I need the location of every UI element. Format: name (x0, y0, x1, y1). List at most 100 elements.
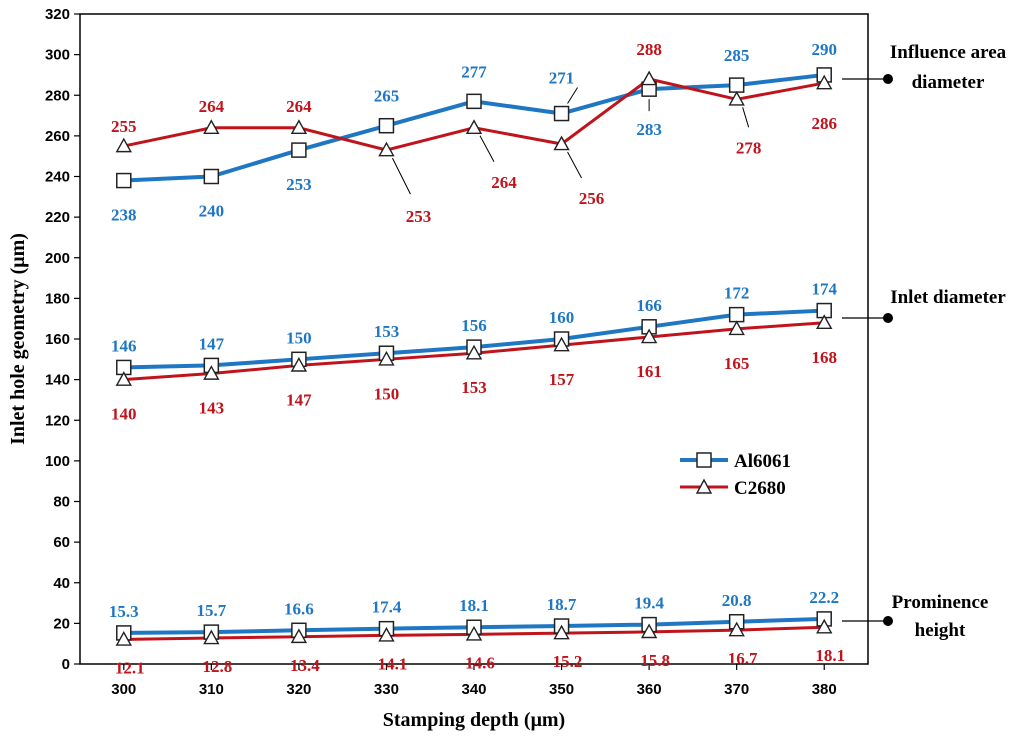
label-leader-lines (391, 87, 750, 195)
c2680-triangle-marker (115, 630, 132, 646)
data-label: 15.2 (553, 652, 583, 671)
data-label: 13.4 (290, 656, 320, 675)
group-labels: Influence area diameter Inlet diameter Prom… (842, 42, 1007, 641)
label-leader-line (742, 107, 750, 128)
x-tick-label: 340 (461, 681, 486, 698)
data-label: 160 (549, 308, 575, 327)
data-label: 16.7 (728, 649, 758, 668)
al6061-square-marker (116, 172, 132, 189)
y-tick-label: 20 (53, 615, 70, 632)
data-label: 240 (199, 202, 225, 221)
x-tick-label: 300 (111, 681, 136, 698)
data-label: 143 (199, 399, 225, 418)
c2680-triangle-marker (115, 137, 132, 153)
y-tick-label: 240 (45, 169, 70, 186)
c2680-triangle-marker (728, 90, 745, 106)
y-tick-label: 60 (53, 534, 70, 551)
x-tick-label: 370 (724, 681, 749, 698)
c2680-triangle-marker (728, 320, 745, 336)
group-label: Prominence (892, 592, 989, 613)
c2680-triangle-marker (728, 621, 745, 637)
data-label: 277 (461, 62, 487, 81)
data-label: 166 (636, 296, 662, 315)
y-tick-label: 160 (45, 331, 70, 348)
data-label: 17.4 (372, 598, 402, 617)
group-connector-dot (883, 74, 893, 84)
data-label: 288 (636, 40, 662, 59)
y-tick-label: 120 (45, 412, 70, 429)
group-connector-dot (883, 616, 893, 626)
c2680-triangle-marker (640, 328, 658, 344)
al6061-square-marker (203, 168, 220, 185)
y-tick-label: 220 (45, 209, 70, 226)
c2680-triangle-marker (203, 365, 220, 380)
y-tick-label: 80 (53, 494, 70, 511)
data-label: 238 (111, 206, 137, 225)
c2680-triangle-marker (290, 628, 308, 644)
data-label: 156 (461, 316, 487, 335)
c2680-triangle-marker (640, 70, 658, 86)
data-label: 22.2 (809, 588, 839, 607)
data-label: 265 (374, 87, 400, 106)
data-label: 264 (199, 97, 225, 116)
y-axis-title: Inlet hole geometry (μm) (7, 233, 29, 445)
data-label: 20.8 (722, 591, 752, 610)
c2680-triangle-marker (378, 626, 395, 642)
y-tick-label: 100 (45, 453, 70, 470)
c2680-triangle-marker (465, 344, 483, 360)
c2680-triangle-marker (553, 336, 570, 352)
label-leader-line (479, 135, 495, 162)
data-label: 12.1 (115, 658, 145, 677)
c2680-triangle-marker (465, 119, 483, 135)
y-tick-label: 180 (45, 290, 70, 307)
group-label: diameter (912, 72, 985, 93)
series-markers (115, 67, 833, 646)
group-label: height (915, 620, 966, 641)
y-tick-label: 200 (45, 250, 70, 267)
data-label: 18.1 (459, 596, 489, 615)
data-label: 147 (286, 390, 312, 409)
data-label: 255 (111, 117, 137, 136)
data-label: 153 (461, 378, 487, 397)
data-label: 271 (549, 69, 575, 88)
data-label: 147 (199, 334, 225, 353)
c2680-triangle-marker (553, 624, 570, 640)
data-label: 14.6 (465, 653, 495, 672)
data-label: 146 (111, 336, 137, 355)
y-tick-label: 40 (53, 575, 70, 592)
data-label: 14.1 (378, 654, 408, 673)
group-label: Influence area (890, 42, 1007, 63)
al6061-square-marker (728, 306, 745, 323)
c2680-triangle-marker (203, 119, 220, 135)
data-label: 12.8 (202, 657, 232, 676)
y-tick-label: 140 (45, 372, 70, 389)
label-leader-line (567, 87, 578, 104)
data-label: 286 (811, 114, 837, 133)
al6061-square-marker (466, 93, 482, 110)
c2680-triangle-marker (378, 141, 395, 157)
al6061-square-marker (728, 77, 745, 93)
legend-label: Al6061 (734, 451, 791, 472)
data-label: 172 (724, 284, 750, 303)
data-label: 290 (811, 40, 837, 59)
c2680-triangle-marker (640, 623, 658, 639)
data-label: 157 (549, 370, 575, 389)
data-label: 256 (579, 189, 605, 208)
data-label: 15.3 (109, 602, 139, 621)
x-tick-label: 330 (374, 681, 399, 698)
c2680-triangle-marker (816, 74, 833, 90)
data-label: 140 (111, 405, 137, 424)
data-label: 174 (811, 280, 837, 299)
y-tick-label: 280 (45, 87, 70, 104)
group-connector-dot (883, 313, 893, 323)
c2680-triangle-marker (290, 356, 308, 372)
data-label: 19.4 (634, 594, 664, 613)
data-label: 168 (811, 348, 837, 367)
x-tick-label: 350 (549, 681, 574, 698)
data-label: 278 (736, 138, 762, 157)
y-axis: 0 20 40 60 80 100 120 140 160 180 200 220 240 260 280 3… (45, 6, 80, 673)
c2680-triangle-marker (203, 629, 220, 645)
legend-label: C2680 (734, 478, 786, 499)
